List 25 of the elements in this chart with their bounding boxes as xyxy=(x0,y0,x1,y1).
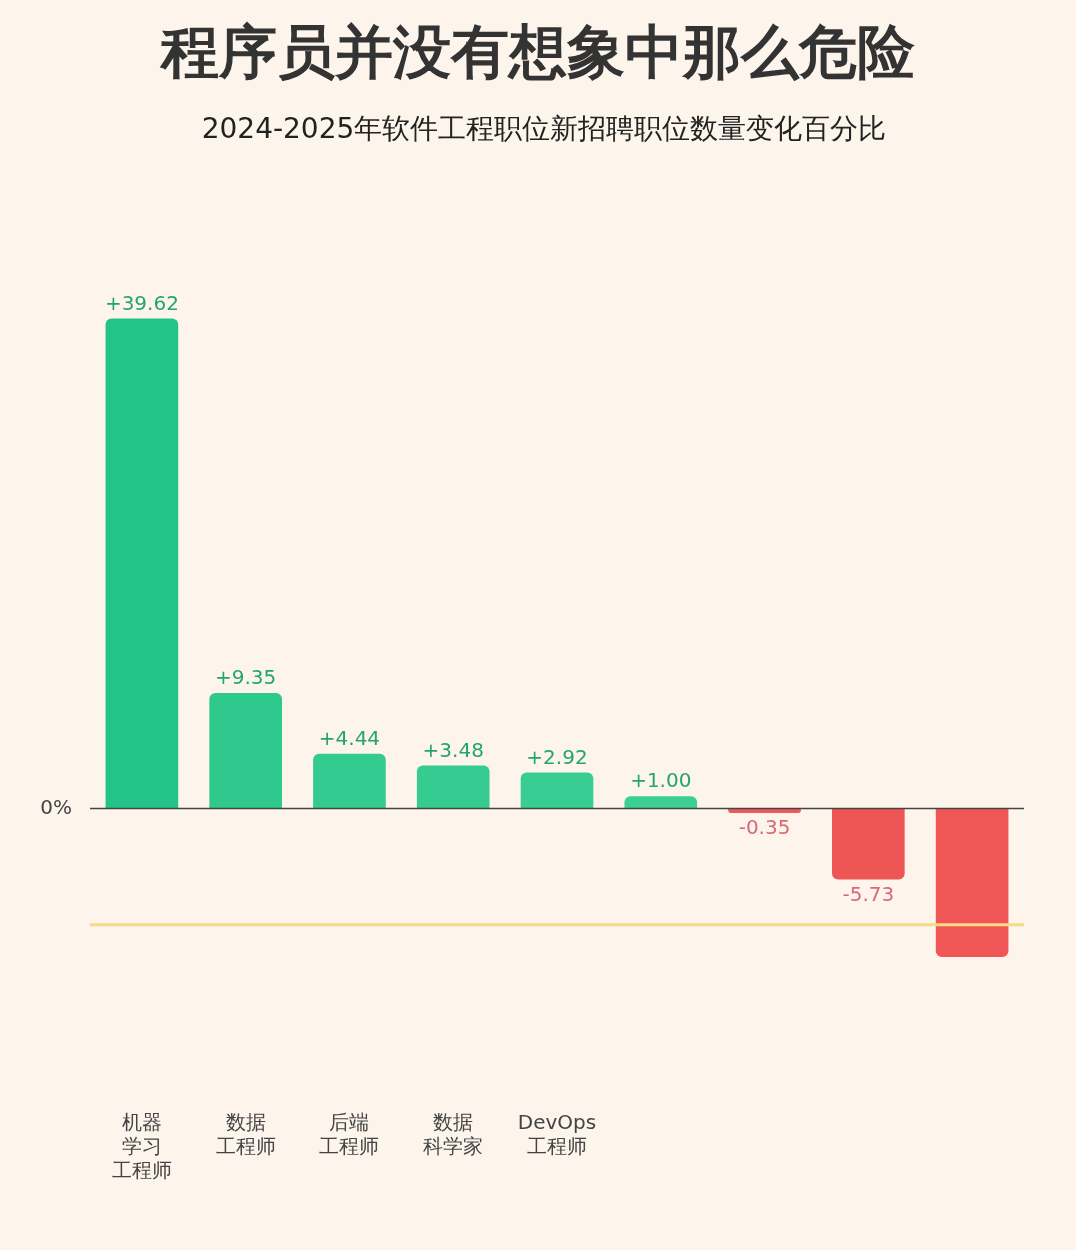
bar xyxy=(935,808,1009,958)
bar xyxy=(313,753,386,809)
chart-title: 程序员并没有想象中那么危险 xyxy=(159,17,916,88)
bar xyxy=(728,808,801,813)
x-tick-label: 数据科学家 xyxy=(423,1110,484,1159)
data-label: +2.92 xyxy=(526,744,588,769)
x-tick-label: DevOps工程师 xyxy=(517,1110,597,1159)
bar xyxy=(624,796,698,809)
x-tick-label: 数据工程师 xyxy=(215,1110,276,1159)
x-tick-label: 后端工程师 xyxy=(319,1110,380,1159)
bar xyxy=(105,318,179,809)
data-label: -5.73 xyxy=(842,881,895,906)
data-label: +39.62 xyxy=(104,290,179,315)
data-label: +3.48 xyxy=(422,737,484,762)
text: 0% xyxy=(40,794,72,819)
bar xyxy=(832,808,905,880)
data-label: +9.35 xyxy=(215,665,277,690)
x-tick-label: 机器学习工程师 xyxy=(111,1110,172,1183)
data-label: -0.35 xyxy=(738,815,791,840)
data-label: +4.44 xyxy=(318,725,381,750)
bar xyxy=(416,765,490,809)
bar xyxy=(520,772,594,809)
chart-subtitle: 2024-2025年软件工程职位新招聘职位数量变化百分比 xyxy=(200,111,888,147)
data-label: +1.00 xyxy=(630,768,692,793)
bar xyxy=(209,692,282,809)
